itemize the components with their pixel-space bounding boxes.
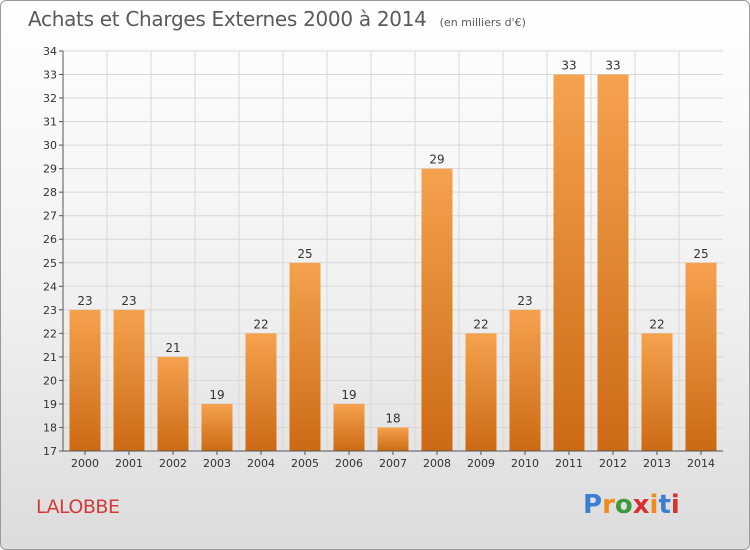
- bar-2001: [113, 309, 145, 451]
- bar-2008: [421, 168, 453, 451]
- bar-2009: [465, 333, 497, 451]
- x-tick-label: 2011: [555, 457, 583, 470]
- y-tick-label: 33: [43, 69, 57, 82]
- chart-title: Achats et Charges Externes 2000 à 2014: [28, 7, 427, 31]
- y-tick-label: 20: [43, 374, 57, 387]
- x-tick-label: 2001: [115, 457, 143, 470]
- y-tick-label: 22: [43, 327, 57, 340]
- data-label-2008: 29: [429, 153, 444, 167]
- proxiti-logo: Proxiti: [583, 490, 680, 520]
- data-label-2002: 21: [165, 341, 180, 355]
- logo-letter: r: [602, 490, 615, 520]
- y-tick-label: 27: [43, 210, 57, 223]
- x-tick-label: 2008: [423, 457, 451, 470]
- commune-name: LALOBBE: [36, 496, 120, 518]
- x-tick-label: 2010: [511, 457, 539, 470]
- data-label-2006: 19: [341, 388, 356, 402]
- x-tick-label: 2014: [687, 457, 715, 470]
- axes: [59, 50, 723, 455]
- data-label-2014: 25: [693, 247, 708, 261]
- bar-2005: [289, 262, 321, 451]
- bar-2006: [333, 403, 365, 451]
- x-tick-label: 2013: [643, 457, 671, 470]
- logo-letter: P: [583, 490, 603, 520]
- data-label-2012: 33: [605, 59, 620, 73]
- bar-2011: [553, 74, 585, 451]
- logo-letter: x: [632, 490, 650, 520]
- y-tick-label: 30: [43, 139, 57, 152]
- x-tick-label: 2004: [247, 457, 275, 470]
- y-tick-label: 18: [43, 421, 57, 434]
- x-tick-label: 2009: [467, 457, 495, 470]
- x-tick-label: 2002: [159, 457, 187, 470]
- bar-2000: [69, 309, 101, 451]
- y-tick-label: 24: [43, 280, 57, 293]
- y-tick-label: 23: [43, 304, 57, 317]
- x-tick-label: 2006: [335, 457, 363, 470]
- y-tick-label: 17: [43, 445, 57, 458]
- logo-letter: o: [614, 490, 633, 520]
- y-tick-label: 29: [43, 163, 57, 176]
- bars: [69, 74, 717, 451]
- data-label-2007: 18: [385, 411, 400, 425]
- data-label-2010: 23: [517, 294, 532, 308]
- data-label-2011: 33: [561, 59, 576, 73]
- data-label-2005: 25: [297, 247, 312, 261]
- chart-header: Achats et Charges Externes 2000 à 2014 (…: [28, 7, 526, 31]
- data-label-2013: 22: [649, 317, 664, 331]
- bar-2012: [597, 74, 629, 451]
- bar-2002: [157, 356, 189, 451]
- bar-2004: [245, 333, 277, 451]
- logo-letter: t: [658, 490, 671, 520]
- bar-2007: [377, 427, 409, 451]
- x-tick-label: 2007: [379, 457, 407, 470]
- y-tick-label: 34: [43, 45, 57, 58]
- logo-letter: i: [670, 490, 680, 520]
- data-label-2009: 22: [473, 317, 488, 331]
- x-tick-label: 2012: [599, 457, 627, 470]
- labels: 17 18 19 20 21 22 23 24 25 26 27 28 29 30 31 32 33 34 23 20…: [43, 45, 715, 470]
- y-tick-label: 31: [43, 116, 57, 129]
- y-tick-label: 32: [43, 92, 57, 105]
- x-tick-label: 2005: [291, 457, 319, 470]
- chart-unit: (en milliers d'€): [439, 16, 526, 29]
- y-tick-label: 19: [43, 398, 57, 411]
- y-tick-label: 21: [43, 351, 57, 364]
- y-tick-label: 26: [43, 233, 57, 246]
- x-tick-label: 2000: [71, 457, 99, 470]
- data-label-2001: 23: [121, 294, 136, 308]
- data-label-2004: 22: [253, 317, 268, 331]
- data-label-2003: 19: [209, 388, 224, 402]
- bar-2003: [201, 403, 233, 451]
- y-tick-label: 25: [43, 257, 57, 270]
- bar-2014: [685, 262, 717, 451]
- bar-2010: [509, 309, 541, 451]
- bar-2013: [641, 333, 673, 451]
- y-tick-label: 28: [43, 186, 57, 199]
- x-tick-label: 2003: [203, 457, 231, 470]
- logo-letter: i: [649, 490, 659, 520]
- data-label-2000: 23: [77, 294, 92, 308]
